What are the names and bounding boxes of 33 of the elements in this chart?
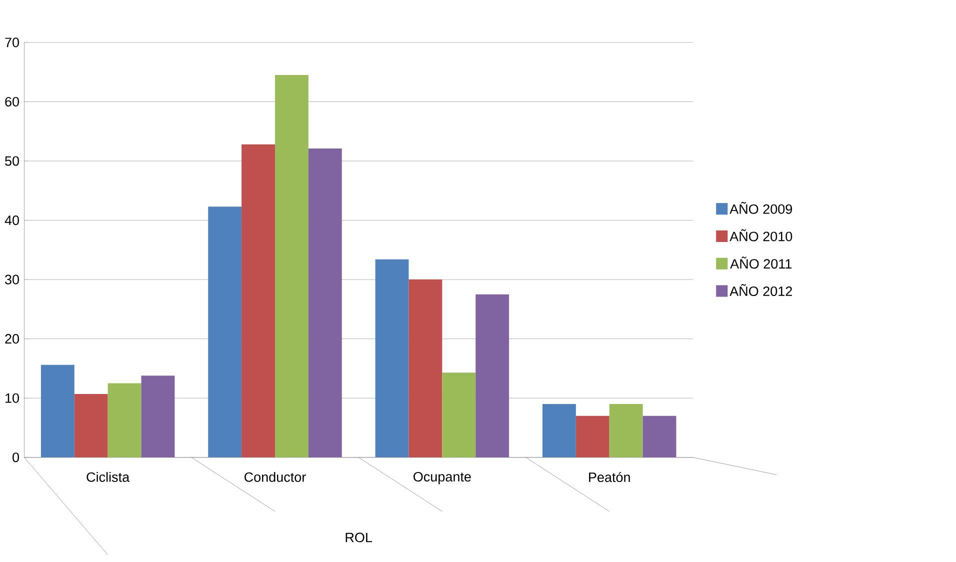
y-tick-label: 30: [5, 274, 19, 285]
bar: [375, 260, 409, 458]
bar: [576, 416, 610, 458]
bar: [242, 144, 275, 458]
bar: [274, 75, 308, 458]
bar: [542, 404, 576, 458]
y-tick-label: 0: [12, 452, 19, 462]
legend-label: AÑO 2012: [730, 284, 792, 296]
y-tick-label: 40: [4, 216, 19, 226]
bar: [609, 404, 643, 458]
bar: [442, 372, 476, 458]
bar: [408, 280, 442, 458]
bar: [141, 376, 175, 458]
legend-label: AÑO 2010: [730, 229, 792, 242]
x-tick-label: Peatón: [589, 472, 630, 482]
bar: [308, 148, 342, 458]
y-tick-label: 70: [5, 38, 19, 48]
bar: [40, 365, 74, 458]
y-tick-label: 10: [6, 394, 19, 404]
legend-label: AÑO 2009: [730, 202, 792, 214]
bar: [108, 383, 142, 458]
bar: [476, 294, 510, 458]
y-tick-label: 50: [5, 156, 19, 166]
x-tick-label: Ocupante: [414, 472, 471, 484]
x-tick-label: Ciclista: [86, 472, 130, 482]
y-tick-label: 60: [5, 97, 19, 107]
x-axis-title: ROL: [346, 532, 372, 542]
bar: [74, 394, 108, 458]
legend-label: AÑO 2011: [730, 256, 792, 269]
bar: [642, 416, 676, 458]
y-tick-label: 20: [5, 334, 19, 344]
x-tick-label: Conductor: [244, 472, 306, 482]
bar: [208, 206, 242, 458]
